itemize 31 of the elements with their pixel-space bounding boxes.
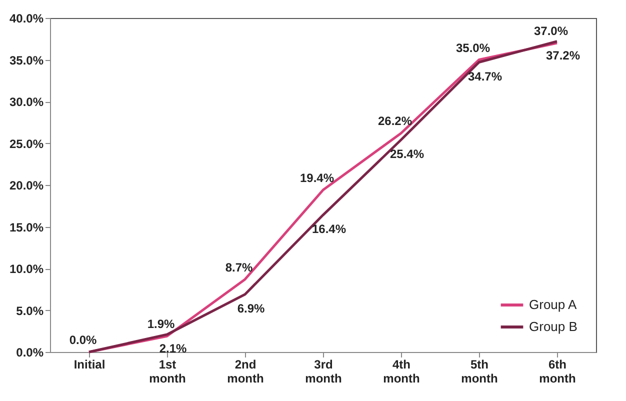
x-tick-label: 2nd month xyxy=(227,358,264,386)
y-tick-label: 40.0% xyxy=(9,12,44,26)
data-label: 37.2% xyxy=(546,48,580,62)
y-tick-label: 15.0% xyxy=(9,220,44,234)
y-tick-label: 5.0% xyxy=(16,304,44,318)
data-label: 1.9% xyxy=(147,317,175,332)
y-tick-label: 25.0% xyxy=(9,136,44,151)
data-label: 0.0% xyxy=(69,333,97,347)
legend-label: Group B xyxy=(529,319,578,334)
y-tick-label: 0.0% xyxy=(16,346,44,360)
y-tick-label: 35.0% xyxy=(9,53,44,68)
data-label: 25.4% xyxy=(390,146,424,161)
legend-label: Group A xyxy=(529,297,578,312)
data-label: 35.0% xyxy=(456,40,490,55)
data-label: 6.9% xyxy=(237,301,265,316)
y-tick-label: 30.0% xyxy=(9,95,44,109)
y-tick-label: 20.0% xyxy=(9,178,44,192)
x-tick-label: 6th month xyxy=(539,358,576,386)
x-tick-label: 4th month xyxy=(383,358,420,386)
data-label: 34.7% xyxy=(468,69,502,84)
data-label: 37.0% xyxy=(534,24,568,38)
data-label: 16.4% xyxy=(312,222,346,236)
data-label: 19.4% xyxy=(300,171,334,186)
data-label: 26.2% xyxy=(378,114,412,128)
x-tick-label: 3rd month xyxy=(305,358,342,386)
x-tick-label: Initial xyxy=(74,358,106,372)
y-tick-label: 10.0% xyxy=(9,262,44,276)
data-label: 8.7% xyxy=(225,260,253,274)
x-tick-label: 5th month xyxy=(461,358,498,386)
x-tick-label: 1st month xyxy=(149,358,186,386)
data-label: 2.1% xyxy=(159,341,187,356)
